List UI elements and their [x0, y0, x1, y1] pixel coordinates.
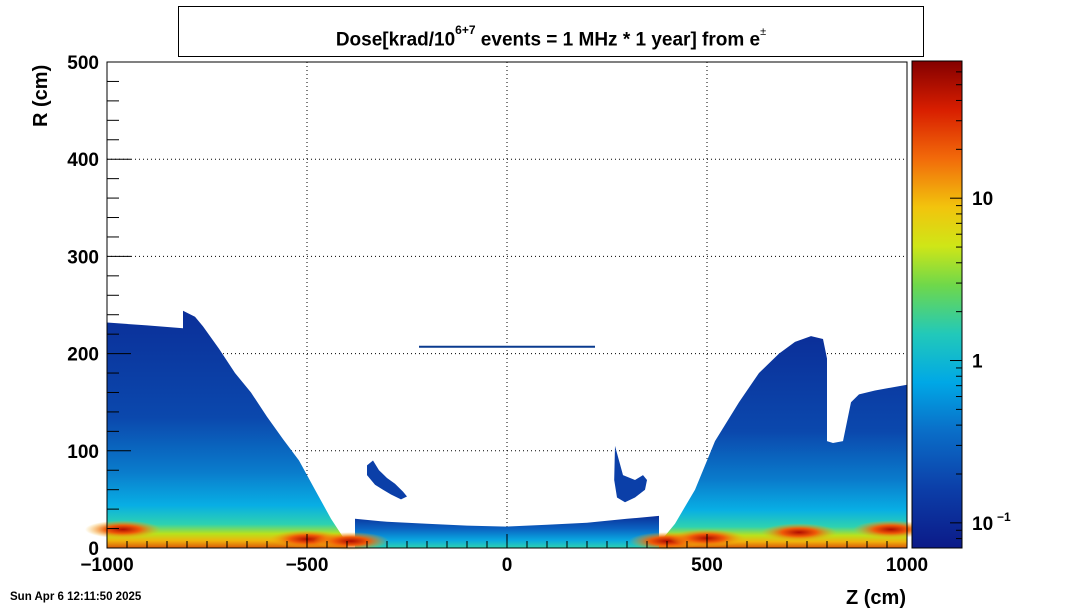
dose-region-right-blob — [614, 445, 647, 503]
colorbar-tick-label: 1 — [972, 352, 983, 373]
hotspot-6 — [853, 520, 929, 539]
dose-region-central-floor — [355, 515, 659, 548]
colorbar-tick-label: 10 — [972, 514, 993, 535]
chart-title-box: Dose[krad/106+7 events = 1 MHz * 1 year]… — [178, 6, 924, 57]
dose-region-right-endcap — [659, 336, 907, 548]
render-timestamp: Sun Apr 6 12:11:50 2025 — [10, 591, 142, 603]
colorbar-tick-label: 10 — [972, 189, 993, 210]
axis-ticks: −1000 −500 0 500 1000 0 100 200 300 400 500 — [67, 53, 928, 576]
chart-title: Dose[krad/106+7 events = 1 MHz * 1 year]… — [179, 23, 923, 51]
dose-region-left-blob — [367, 460, 407, 500]
hotspot-5 — [761, 523, 837, 542]
hotspot-2 — [313, 532, 389, 551]
title-exponent: 6+7 — [455, 23, 476, 37]
y-tick-label: 200 — [67, 345, 99, 366]
dose-region-left-endcap — [107, 310, 347, 548]
title-suffix: events = 1 MHz * 1 year] from e — [475, 29, 761, 51]
title-prefix: Dose[krad/10 — [335, 29, 456, 51]
hotspot-0 — [85, 520, 161, 539]
x-tick-label: 1000 — [886, 555, 928, 576]
x-tick-label: −500 — [286, 555, 329, 576]
color-scale-bar: 10 −1 1 10 — [911, 60, 1011, 549]
y-tick-label: 0 — [88, 539, 99, 560]
y-axis-title: R (cm) — [30, 65, 52, 127]
colorbar-tick-exponent: −1 — [997, 510, 1011, 524]
title-sup-symbol: ± — [760, 26, 767, 39]
grid-lines — [107, 62, 907, 548]
colorbar-gradient — [911, 60, 963, 549]
x-tick-label: 0 — [502, 555, 513, 576]
y-tick-label: 100 — [67, 442, 99, 463]
x-axis-title: Z (cm) — [846, 587, 906, 609]
y-tick-label: 400 — [67, 150, 99, 171]
x-tick-label: −1000 — [80, 555, 133, 576]
x-tick-label: 500 — [691, 555, 723, 576]
y-tick-label: 500 — [67, 53, 99, 74]
y-tick-label: 300 — [67, 247, 99, 268]
